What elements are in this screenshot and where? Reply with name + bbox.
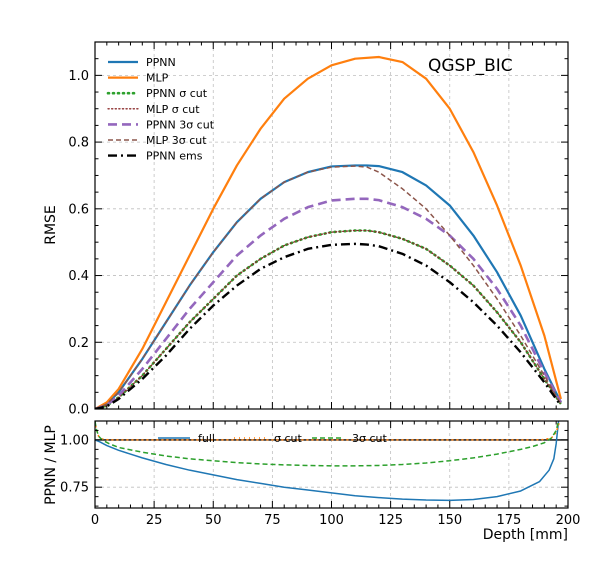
ratio-xtick-label: 200 — [556, 513, 581, 528]
ratio-x-axis-label: Depth [mm] — [483, 527, 568, 543]
rmse-legend-label-1: MLP — [146, 72, 169, 85]
ratio-xtick-label: 100 — [319, 513, 344, 528]
rmse-legend-label-0: PPNN — [146, 56, 176, 69]
ratio-y-axis-label: PPNN / MLP — [43, 425, 59, 505]
ratio-xtick-label: 25 — [146, 513, 163, 528]
ratio-series-line-1 — [95, 421, 561, 441]
rmse-legend-label-4: PPNN 3σ cut — [146, 118, 215, 131]
rmse-series-line-4 — [95, 197, 563, 409]
rmse-legend: PPNN MLP PPNN σ cut MLP σ cut PPNN 3σ cut MLP… — [106, 56, 215, 163]
rmse-ytick-label: 0.0 — [68, 403, 89, 418]
ratio-series-line-2 — [95, 421, 560, 467]
rmse-series-line-6 — [95, 242, 562, 409]
rmse-series-line-0 — [95, 164, 562, 409]
rmse-series-line-5 — [95, 165, 562, 409]
ratio-xtick-label: 175 — [496, 513, 521, 528]
rmse-legend-label-5: MLP 3σ cut — [146, 134, 207, 147]
rmse-y-axis-label: RMSE — [43, 205, 59, 245]
rmse-panel: 0.0 0.2 0.4 0.6 0.8 1.0 QGSP_BIC RMSE PPNN MLP… — [43, 41, 569, 418]
ratio-legend-label-2: 3σ cut — [352, 432, 387, 445]
ratio-ytick-label: 1.00 — [60, 433, 89, 448]
rmse-grid — [95, 42, 568, 410]
ratio-series-line-0 — [95, 421, 560, 502]
ratio-xtick-label: 0 — [91, 513, 99, 528]
rmse-ytick-label: 0.8 — [68, 136, 89, 151]
rmse-annotation: QGSP_BIC — [428, 56, 513, 76]
rmse-ticks: 0.0 0.2 0.4 0.6 0.8 1.0 — [68, 41, 569, 418]
ratio-legend: full σ cut 3σ cut — [158, 432, 387, 445]
ratio-ytick-label: 0.75 — [60, 481, 89, 496]
ratio-series — [95, 421, 568, 502]
rmse-legend-label-3: MLP σ cut — [146, 103, 200, 116]
rmse-legend-label-2: PPNN σ cut — [146, 87, 208, 100]
ratio-xtick-label: 50 — [205, 513, 222, 528]
rmse-legend-label-6: PPNN ems — [146, 150, 203, 163]
rmse-series-line-1 — [95, 55, 562, 409]
rmse-ytick-label: 1.0 — [68, 69, 89, 84]
rmse-series-line-3 — [95, 229, 562, 409]
ratio-ticks: 0 25 50 75 100 125 150 175 200 0.75 1.00 — [60, 420, 581, 528]
ratio-xtick-label: 75 — [264, 513, 281, 528]
ratio-xtick-label: 125 — [378, 513, 403, 528]
rmse-ytick-label: 0.6 — [68, 202, 89, 217]
ratio-panel: 0 25 50 75 100 125 150 175 200 0.75 1.00 PPNN / ML… — [43, 420, 581, 543]
ratio-legend-label-0: full — [198, 432, 215, 445]
rmse-series — [95, 55, 563, 409]
ratio-legend-label-1: σ cut — [274, 432, 302, 445]
ratio-xtick-label: 150 — [437, 513, 462, 528]
rmse-ytick-label: 0.4 — [68, 269, 89, 284]
rmse-ytick-label: 0.2 — [68, 336, 89, 351]
